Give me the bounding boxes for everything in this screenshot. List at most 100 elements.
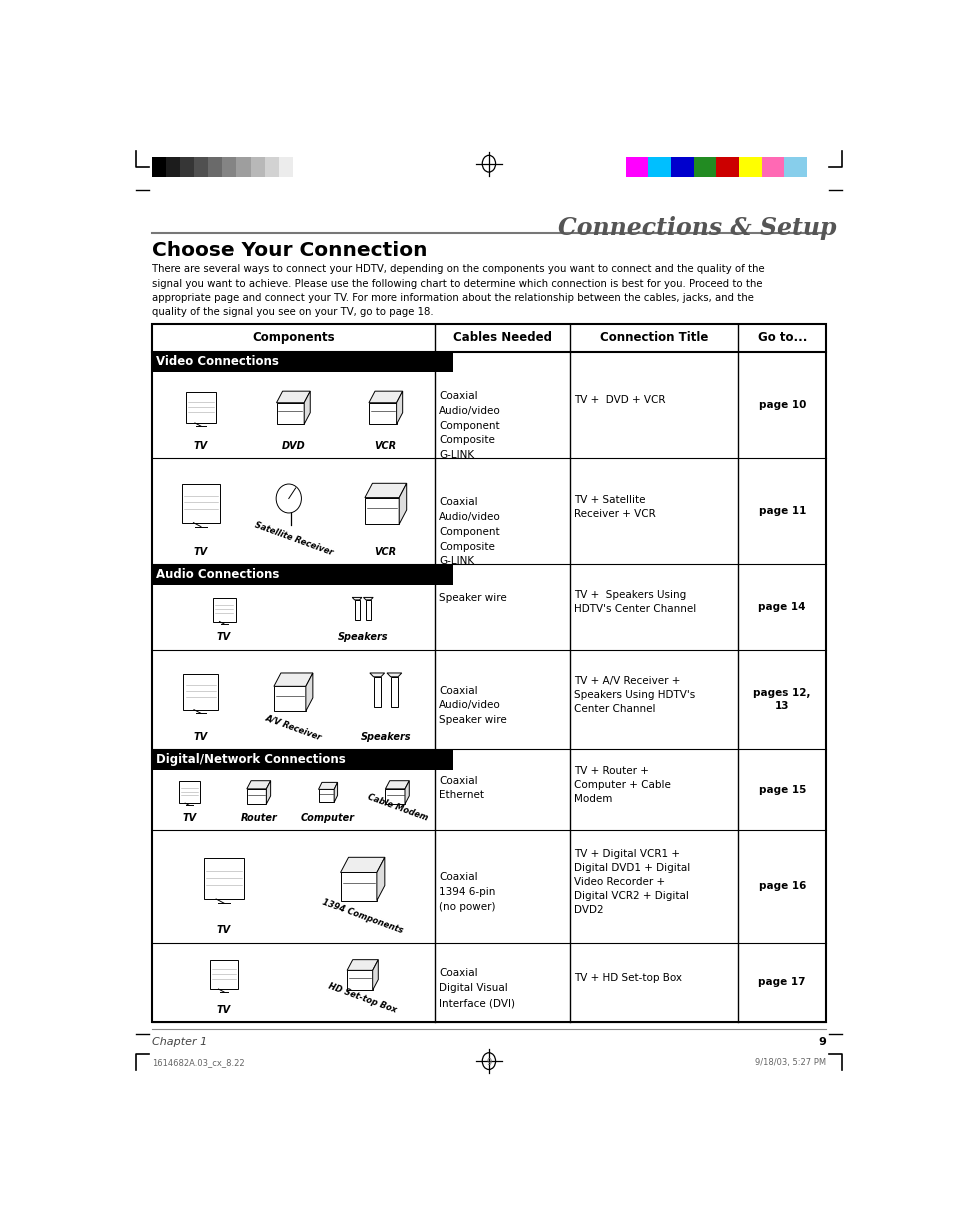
Bar [152,352,453,372]
Bar [693,157,716,177]
Text: TV +  DVD + VCR: TV + DVD + VCR [574,395,665,405]
Text: Video Connections: Video Connections [156,355,279,369]
Bar [385,789,405,804]
Bar [210,960,238,989]
Ellipse shape [275,484,301,513]
Text: TV: TV [193,731,208,741]
Text: VCR: VCR [375,440,396,451]
Polygon shape [385,781,409,789]
Text: A/V Receiver: A/V Receiver [264,713,322,741]
Polygon shape [276,392,310,403]
Bar [369,403,396,424]
Polygon shape [369,392,402,403]
Bar [182,484,219,522]
Text: TV: TV [193,546,208,557]
Bar [251,157,264,177]
Text: Choose Your Connection: Choose Your Connection [152,241,427,260]
Text: Coaxial
Audio/video
Component
Composite
G-LINK: Coaxial Audio/video Component Composite … [439,391,500,461]
Text: 1394 Components: 1394 Components [321,897,404,936]
Text: There are several ways to connect your HDTV, depending on the components you wan: There are several ways to connect your H… [152,265,763,318]
Polygon shape [247,781,271,789]
Bar [152,324,825,1022]
Text: Digital/Network Connections: Digital/Network Connections [156,753,346,765]
Bar [739,157,760,177]
Text: 1614682A.03_cx_8.22: 1614682A.03_cx_8.22 [152,1058,244,1066]
Bar [247,789,266,804]
Text: page 17: page 17 [758,977,805,988]
Polygon shape [347,960,378,971]
Polygon shape [370,673,384,677]
Polygon shape [304,392,310,424]
Bar [374,677,380,707]
Bar [355,600,359,620]
Bar [152,565,453,585]
Text: Cable Modem: Cable Modem [366,792,428,822]
Bar [193,157,208,177]
Bar [152,750,453,769]
Text: TV + Satellite
Receiver + VCR: TV + Satellite Receiver + VCR [574,494,656,519]
Polygon shape [274,673,313,687]
Text: Coaxial
Ethernet: Coaxial Ethernet [439,776,484,800]
Bar [208,157,222,177]
Bar [204,858,244,899]
Text: 9/18/03, 5:27 PM: 9/18/03, 5:27 PM [754,1058,825,1066]
Bar [278,157,293,177]
Bar [293,157,307,177]
Text: Coaxial
1394 6-pin
(no power): Coaxial 1394 6-pin (no power) [439,873,496,912]
Polygon shape [405,781,409,804]
Bar [222,157,236,177]
Text: VCR: VCR [375,546,396,557]
Bar [347,971,373,990]
Text: Audio Connections: Audio Connections [156,568,279,582]
Text: TV: TV [216,1005,231,1014]
Bar [178,781,200,803]
Text: TV: TV [216,925,231,936]
Text: DVD: DVD [281,440,305,451]
Text: Speakers: Speakers [360,731,411,741]
Text: page 10: page 10 [758,400,805,410]
Text: Connection Title: Connection Title [599,331,707,345]
Bar [180,157,193,177]
Text: Coaxial
Audio/video
Component
Composite
G-LINK: Coaxial Audio/video Component Composite … [439,497,500,567]
Text: HD Set-top Box: HD Set-top Box [327,982,397,1014]
Text: Speaker wire: Speaker wire [439,594,507,603]
Bar [365,498,398,525]
Text: Router: Router [240,812,276,822]
Polygon shape [387,673,401,677]
Text: TV + Router +
Computer + Cable
Modem: TV + Router + Computer + Cable Modem [574,767,671,804]
Polygon shape [266,781,271,804]
Bar [318,789,334,803]
Text: Components: Components [252,331,335,345]
Bar [236,157,251,177]
Bar [213,597,235,621]
Bar [186,392,216,423]
Text: 9: 9 [486,1058,491,1066]
Text: page 15: page 15 [758,785,805,794]
Text: Cables Needed: Cables Needed [453,331,552,345]
Bar [366,600,371,620]
Polygon shape [376,857,384,901]
Bar [152,157,166,177]
Text: TV: TV [193,440,208,451]
Polygon shape [363,597,373,600]
Bar [264,157,278,177]
Text: TV + HD Set-top Box: TV + HD Set-top Box [574,973,681,983]
Text: Computer: Computer [301,812,355,822]
Text: Speakers: Speakers [337,632,388,642]
Text: Coaxial
Digital Visual
Interface (DVI): Coaxial Digital Visual Interface (DVI) [439,968,515,1008]
Polygon shape [373,960,378,990]
Text: TV: TV [216,632,231,642]
Text: Coaxial
Audio/video
Speaker wire: Coaxial Audio/video Speaker wire [439,686,507,725]
Polygon shape [318,782,337,789]
Text: TV +  Speakers Using
HDTV's Center Channel: TV + Speakers Using HDTV's Center Channe… [574,590,696,614]
Text: page 14: page 14 [758,602,805,612]
Bar [670,157,693,177]
Text: Satellite Receiver: Satellite Receiver [253,520,334,557]
Text: 9: 9 [818,1037,825,1047]
Bar [391,677,397,707]
Bar [166,157,180,177]
Text: Chapter 1: Chapter 1 [152,1037,207,1047]
Polygon shape [352,597,361,600]
Text: page 16: page 16 [758,881,805,891]
Bar [274,687,306,711]
